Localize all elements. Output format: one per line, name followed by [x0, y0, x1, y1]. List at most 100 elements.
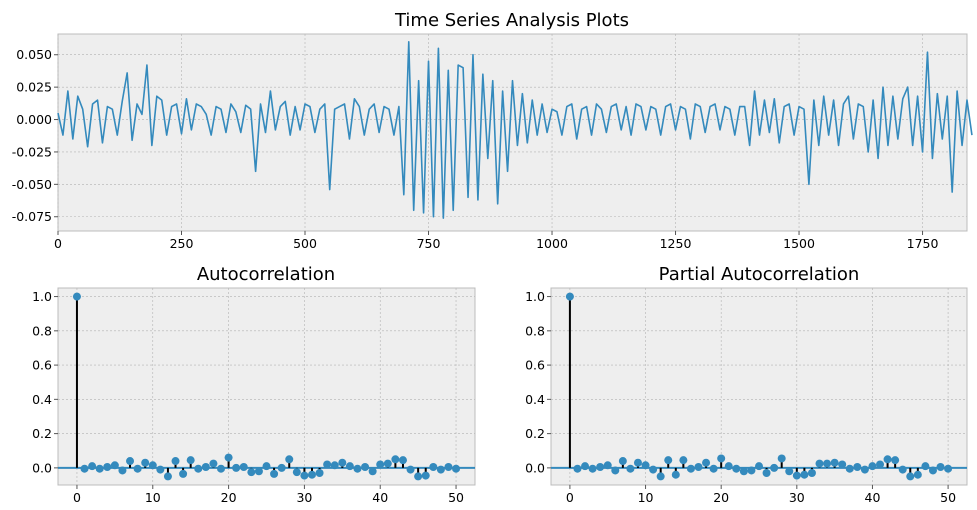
pacf-point-33 [815, 459, 824, 468]
pacf-x-tick-label-0: 0 [566, 490, 574, 505]
time-series-series-line [57, 40, 973, 219]
acf-point-18 [209, 459, 218, 468]
acf-point-13 [171, 457, 180, 466]
pacf-point-24 [747, 466, 756, 475]
pacf-plot-area [550, 287, 968, 486]
acf-point-29 [292, 468, 301, 477]
pacf-point-9 [633, 458, 642, 467]
pacf-point-4 [596, 463, 605, 472]
acf-y-tick-label-2: 0.4 [32, 392, 52, 407]
acf-point-43 [398, 456, 407, 465]
acf-point-30 [300, 471, 309, 480]
pacf-point-21 [724, 462, 733, 471]
pacf-y-tick-label-5: 1.0 [525, 289, 545, 304]
pacf-point-6 [611, 466, 620, 475]
time-series-panel: 0 250 500 750 1000 1250 1500 1750 -0.075-0.050-… [12, 10, 973, 251]
pacf-point-29 [785, 467, 794, 476]
acf-point-38 [361, 463, 370, 472]
pacf-point-42 [883, 455, 892, 464]
acf-point-33 [323, 460, 332, 469]
acf-point-15 [186, 456, 195, 465]
acf-point-9 [141, 458, 150, 467]
pacf-point-26 [762, 469, 771, 478]
acf-point-24 [254, 467, 263, 476]
acf-point-11 [156, 465, 165, 474]
acf-point-4 [103, 463, 112, 472]
acf-x-tick-label-1: 10 [145, 490, 161, 505]
acf-y-tick-label-3: 0.6 [32, 358, 52, 373]
time-series-y-tick-label-4: 0.025 [16, 80, 52, 95]
time-series-y-tick-label-1: -0.050 [12, 177, 52, 192]
pacf-point-12 [656, 472, 665, 481]
acf-y-tick-label-4: 0.8 [32, 323, 52, 338]
time-series-x-tick-label-2: 500 [293, 236, 317, 251]
pacf-stems [551, 292, 967, 481]
pacf-point-3 [588, 464, 597, 473]
acf-point-16 [194, 464, 203, 473]
pacf-point-25 [755, 462, 763, 471]
pacf-point-50 [944, 464, 953, 473]
time-series-y-ticks: -0.075 -0.050 -0.025 0.000 0.025 0.050 [12, 47, 58, 224]
acf-point-40 [376, 460, 385, 469]
pacf-y-tick-label-0: 0.0 [525, 460, 545, 475]
pacf-point-41 [876, 460, 885, 469]
pacf-point-32 [807, 469, 816, 478]
acf-point-25 [262, 462, 271, 471]
acf-panel: 0 10 20 30 40 50 0.0 0.2 0.4 0.6 0.8 1.0 Autocorre… [32, 264, 476, 505]
pacf-point-38 [853, 463, 862, 472]
acf-plot-area [57, 287, 476, 486]
time-series-plot-area [57, 33, 968, 232]
pacf-point-27 [770, 463, 779, 472]
acf-point-31 [307, 470, 316, 479]
pacf-point-16 [686, 464, 695, 473]
acf-point-32 [315, 469, 324, 478]
acf-point-23 [247, 468, 256, 477]
pacf-point-28 [777, 454, 786, 463]
pacf-point-34 [823, 459, 832, 468]
acf-point-0 [72, 292, 81, 301]
time-series-x-tick-label-6: 1500 [783, 236, 815, 251]
acf-point-14 [179, 469, 188, 478]
acf-point-48 [436, 465, 445, 474]
time-series-x-tick-label-0: 0 [54, 236, 62, 251]
acf-point-37 [353, 464, 362, 473]
acf-y-tick-label-1: 0.2 [32, 426, 52, 441]
pacf-point-13 [664, 456, 673, 465]
time-series-title: Time Series Analysis Plots [394, 10, 629, 31]
acf-point-34 [330, 461, 339, 470]
pacf-point-31 [800, 470, 809, 479]
pacf-point-30 [792, 471, 801, 480]
pacf-point-10 [641, 461, 650, 470]
acf-x-tick-label-5: 50 [448, 490, 464, 505]
pacf-y-tick-label-4: 0.8 [525, 323, 545, 338]
acf-point-49 [444, 463, 453, 472]
acf-point-35 [338, 458, 347, 467]
pacf-y-tick-label-3: 0.6 [525, 358, 545, 373]
pacf-point-40 [868, 462, 877, 471]
acf-point-22 [239, 463, 248, 472]
acf-point-1 [80, 464, 89, 473]
acf-x-tick-label-0: 0 [73, 490, 81, 505]
pacf-point-36 [838, 460, 847, 469]
time-series-x-tick-label-7: 1750 [907, 236, 939, 251]
acf-point-36 [345, 462, 354, 471]
pacf-point-19 [709, 464, 718, 473]
pacf-point-47 [921, 462, 930, 471]
time-series-y-tick-label-5: 0.050 [16, 47, 52, 62]
pacf-y-ticks: 0.0 0.2 0.4 0.6 0.8 1.0 [525, 289, 551, 475]
pacf-point-1 [573, 464, 582, 473]
pacf-point-17 [694, 463, 703, 472]
time-series-x-ticks: 0 250 500 750 1000 1250 1500 1750 [54, 231, 938, 251]
acf-point-12 [163, 472, 172, 481]
pacf-x-tick-label-3: 30 [789, 490, 805, 505]
pacf-x-ticks: 0 10 20 30 40 50 [566, 485, 956, 505]
acf-point-3 [95, 464, 104, 473]
acf-point-2 [88, 462, 97, 471]
acf-point-21 [232, 463, 241, 472]
pacf-x-tick-label-5: 50 [940, 490, 956, 505]
acf-x-tick-label-4: 40 [372, 490, 388, 505]
acf-point-44 [406, 465, 415, 474]
pacf-point-18 [702, 458, 711, 467]
acf-point-41 [383, 459, 392, 468]
